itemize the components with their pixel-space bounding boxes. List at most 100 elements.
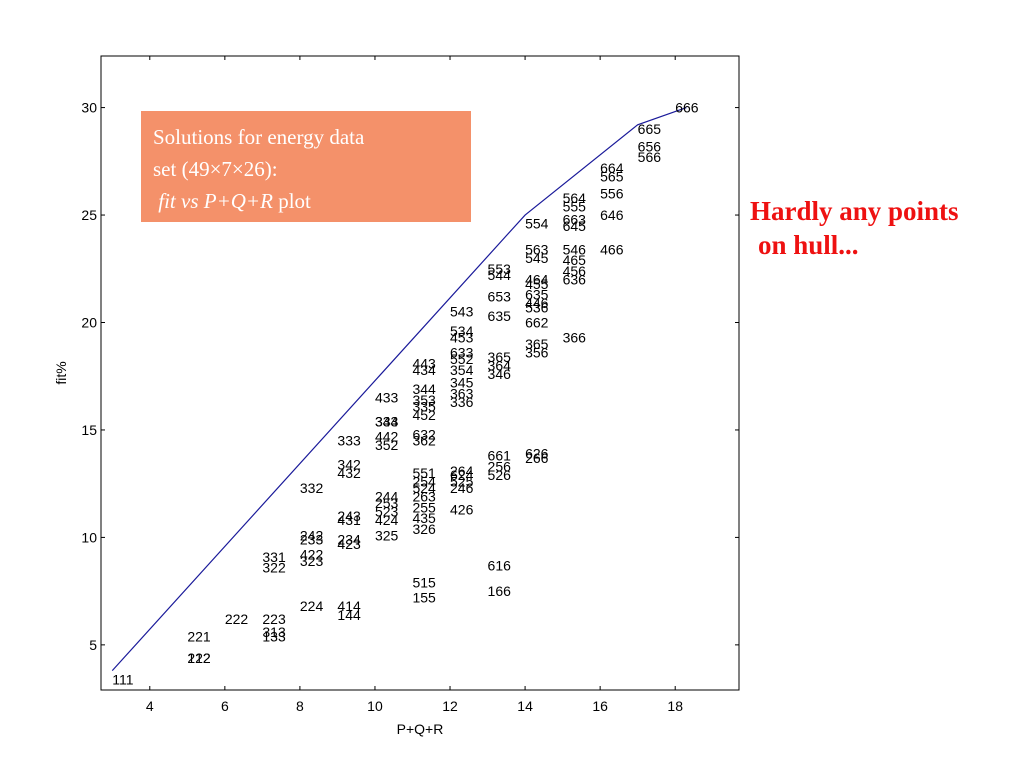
- point-label: 352: [375, 437, 399, 453]
- annotation-box: Solutions for energy data set (49×7×26):…: [141, 111, 471, 222]
- point-label: 422: [300, 547, 324, 563]
- y-tick-label: 20: [81, 314, 97, 330]
- point-label: 264: [450, 463, 474, 479]
- point-label: 344: [412, 381, 436, 397]
- point-label: 223: [262, 611, 286, 627]
- point-label: 624: [450, 467, 474, 483]
- hull-comment-line-1: Hardly any points: [750, 196, 959, 226]
- x-tick-label: 4: [146, 698, 154, 714]
- point-label: 563: [525, 241, 549, 257]
- point-label: 133: [262, 628, 286, 644]
- point-label: 656: [638, 138, 662, 154]
- point-label: 616: [488, 557, 512, 573]
- point-label: 464: [525, 272, 549, 288]
- point-label: 333: [337, 433, 361, 449]
- point-label: 635: [525, 287, 549, 303]
- point-label: 343: [375, 413, 399, 429]
- point-label: 363: [450, 385, 474, 401]
- point-label: 636: [563, 272, 587, 288]
- point-label: 432: [337, 465, 361, 481]
- point-label: 666: [675, 100, 699, 116]
- point-label: 435: [412, 510, 436, 526]
- point-label: 423: [337, 536, 361, 552]
- x-tick-label: 18: [667, 698, 683, 714]
- point-label: 434: [412, 362, 436, 378]
- point-label: 362: [412, 433, 436, 449]
- point-label: 452: [412, 407, 436, 423]
- point-label: 433: [375, 390, 399, 406]
- point-label: 665: [638, 121, 662, 137]
- point-label: 543: [450, 304, 474, 320]
- point-label: 466: [600, 241, 624, 257]
- point-label: 626: [525, 446, 549, 462]
- x-tick-label: 16: [592, 698, 608, 714]
- hull-comment-line-2: on hull...: [758, 230, 859, 260]
- y-tick-label: 5: [89, 637, 97, 653]
- point-label: 234: [337, 532, 361, 548]
- annotation-pqr: P+Q+R: [203, 189, 273, 213]
- point-label: 244: [375, 489, 399, 505]
- point-label: 313: [262, 624, 286, 640]
- point-label: 524: [412, 480, 436, 496]
- point-label: 453: [450, 330, 474, 346]
- point-label: 442: [375, 428, 399, 444]
- y-tick-label: 10: [81, 529, 97, 545]
- y-tick-label: 25: [81, 207, 97, 223]
- point-label: 243: [337, 508, 361, 524]
- point-label: 552: [450, 351, 474, 367]
- convex-hull: [111, 107, 687, 672]
- point-label: 515: [412, 575, 436, 591]
- point-label: 663: [563, 211, 587, 227]
- point-label: 246: [450, 480, 474, 496]
- point-label: 346: [488, 366, 512, 382]
- point-label: 364: [488, 357, 512, 373]
- y-tick-label: 15: [81, 422, 97, 438]
- point-label: 635: [488, 308, 512, 324]
- hull-comment: Hardly any points on hull...: [750, 194, 1022, 262]
- point-label: 345: [450, 375, 474, 391]
- point-label: 166: [488, 583, 512, 599]
- point-label: 546: [563, 241, 587, 257]
- point-label: 256: [488, 458, 512, 474]
- point-label: 545: [525, 250, 549, 266]
- x-tick-label: 8: [296, 698, 304, 714]
- point-label: 255: [412, 499, 436, 515]
- point-label: 526: [488, 467, 512, 483]
- point-label: 365: [525, 336, 549, 352]
- point-label: 556: [600, 186, 624, 202]
- point-label: 565: [600, 168, 624, 184]
- annotation-line-1: Solutions for energy data: [153, 125, 365, 149]
- point-label: 212: [187, 650, 211, 666]
- y-axis-title: fit%: [53, 361, 69, 384]
- point-label: 564: [563, 190, 587, 206]
- point-label: 554: [525, 216, 549, 232]
- point-label: 414: [337, 598, 361, 614]
- point-label: 253: [375, 495, 399, 511]
- point-label: 325: [375, 527, 399, 543]
- point-label: 336: [450, 394, 474, 410]
- point-label: 365: [488, 349, 512, 365]
- point-label: 122: [187, 650, 211, 666]
- point-label: 426: [450, 501, 474, 517]
- point-label: 551: [412, 465, 436, 481]
- point-label: 342: [337, 456, 361, 472]
- annotation-line-2: set (49×7×26):: [153, 157, 278, 181]
- annotation-plot: plot: [278, 189, 311, 213]
- point-label: 233: [300, 532, 324, 548]
- x-tick-label: 10: [367, 698, 383, 714]
- point-label: 525: [450, 474, 474, 490]
- point-label: 155: [412, 590, 436, 606]
- x-tick-label: 12: [442, 698, 458, 714]
- point-label: 335: [412, 398, 436, 414]
- point-label: 354: [450, 362, 474, 378]
- point-label: 662: [525, 314, 549, 330]
- point-label: 645: [563, 218, 587, 234]
- point-label: 536: [525, 299, 549, 315]
- point-label: 566: [638, 149, 662, 165]
- point-label: 366: [563, 330, 587, 346]
- point-label: 224: [300, 598, 324, 614]
- point-label: 443: [412, 355, 436, 371]
- axis-ticks: 4 6 8 10 12 14 16 18 5 10 15 20 25 30: [81, 56, 739, 714]
- y-tick-label: 30: [81, 100, 97, 116]
